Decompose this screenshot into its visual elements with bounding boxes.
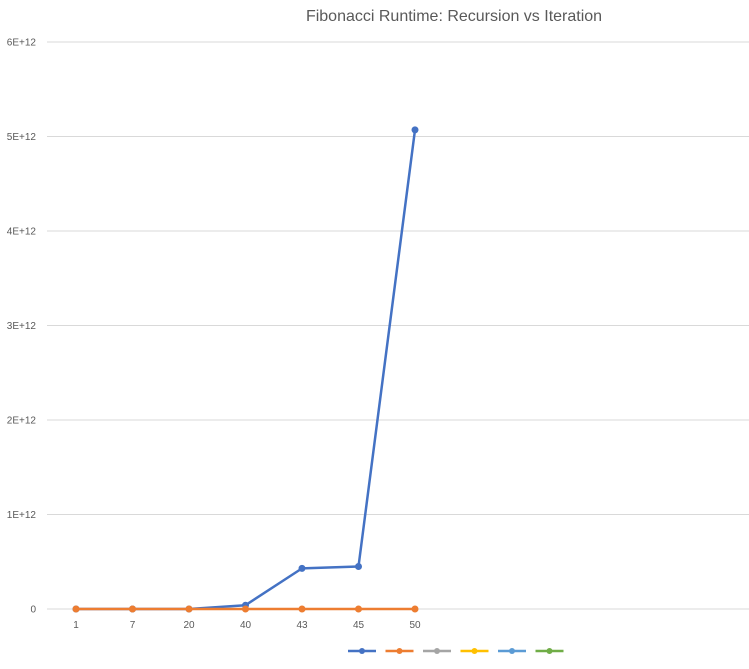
y-tick-label: 1E+12 [7, 510, 37, 521]
legend-marker [546, 648, 553, 654]
gridlines [47, 41, 749, 610]
y-tick-label: 2E+12 [7, 416, 37, 427]
x-tick-label: 40 [240, 620, 252, 631]
y-axis-tick-labels: 0 1E+12 2E+12 3E+12 4E+12 5E+12 6E+12 [7, 38, 37, 616]
series-line [76, 129, 417, 611]
data-point [298, 564, 306, 572]
data-point [129, 605, 136, 613]
x-tick-label: 1 [73, 620, 79, 631]
y-tick-label: 4E+12 [7, 227, 37, 238]
data-point [185, 605, 193, 613]
series-1 [72, 126, 419, 613]
chart-title: Fibonacci Runtime: Recursion vs Iteratio… [306, 8, 602, 25]
data-point [355, 605, 362, 613]
legend-entry[interactable] [535, 648, 564, 654]
data-point [72, 605, 80, 613]
data-point [242, 605, 249, 613]
y-tick-label: 6E+12 [7, 38, 37, 49]
x-tick-label: 7 [130, 620, 136, 631]
legend-entry[interactable] [460, 648, 489, 654]
legend[interactable] [348, 648, 564, 654]
legend-marker [509, 648, 515, 654]
data-point [411, 126, 419, 134]
legend-entry[interactable] [348, 648, 376, 654]
y-tick-label: 5E+12 [7, 132, 37, 143]
legend-entry[interactable] [423, 648, 451, 654]
data-point [355, 562, 362, 570]
y-tick-label: 0 [30, 605, 36, 616]
series-lines [72, 126, 419, 613]
series-2 [72, 605, 419, 613]
legend-marker [471, 648, 478, 654]
x-axis-tick-labels: 1 7 20 40 43 45 50 [73, 620, 421, 631]
x-tick-label: 43 [296, 620, 308, 631]
x-tick-label: 20 [183, 620, 195, 631]
legend-marker [359, 648, 365, 654]
legend-marker [434, 648, 440, 654]
data-point [411, 605, 419, 613]
legend-marker [396, 648, 403, 654]
legend-entry[interactable] [498, 648, 526, 654]
y-tick-label: 3E+12 [7, 321, 37, 332]
x-tick-label: 45 [353, 620, 365, 631]
x-tick-label: 50 [409, 620, 421, 631]
data-point [298, 605, 306, 613]
legend-entry[interactable] [385, 648, 414, 654]
